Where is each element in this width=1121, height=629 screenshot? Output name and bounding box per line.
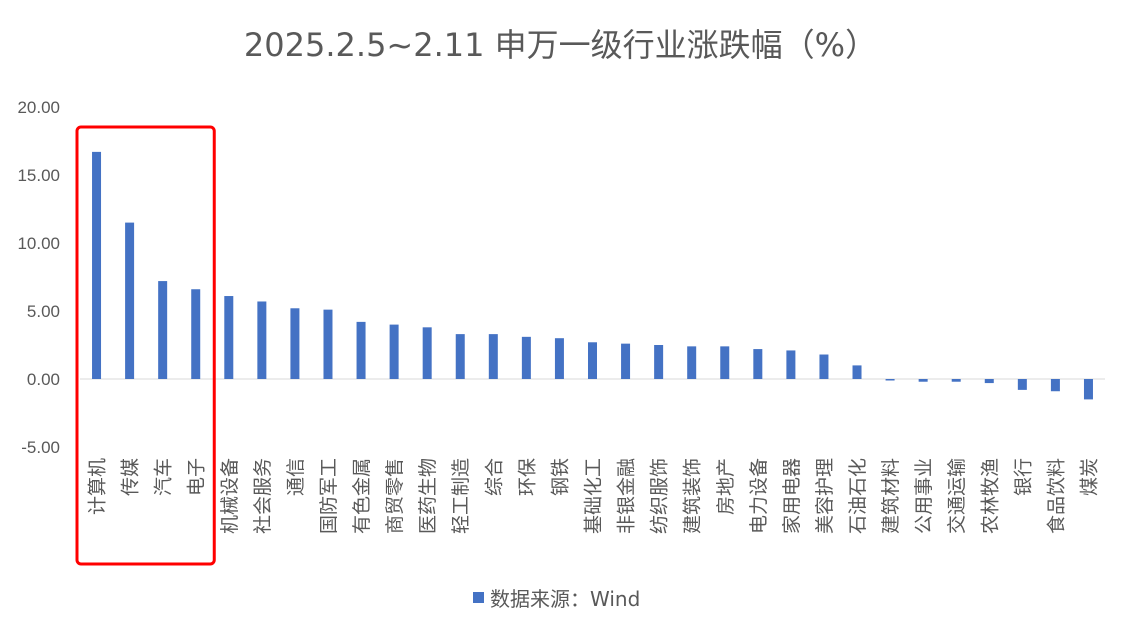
bar [654, 345, 664, 379]
bar [951, 379, 961, 382]
bar [786, 350, 796, 379]
x-tick-label: 商贸零售 [384, 458, 406, 534]
x-tick-label: 钢铁 [549, 458, 571, 496]
x-tick-label: 房地产 [715, 458, 737, 515]
bar [257, 301, 267, 379]
x-tick-label: 建筑材料 [880, 458, 902, 534]
x-tick-label: 美容护理 [814, 458, 836, 534]
bar [125, 222, 135, 379]
x-tick-label: 煤炭 [1078, 458, 1100, 496]
x-tick-label: 非银金融 [616, 458, 638, 534]
x-tick-label: 家用电器 [781, 458, 803, 534]
y-axis: 20.00 15.00 10.00 5.00 0.00 -5.00 [17, 98, 60, 457]
bar [521, 336, 531, 379]
bar [191, 289, 201, 379]
x-tick-label: 综合 [483, 458, 505, 496]
bar [588, 342, 597, 379]
y-tick-label: -5.00 [21, 438, 60, 457]
bar [621, 343, 631, 379]
bar [554, 338, 564, 379]
bar [918, 379, 928, 382]
legend-swatch [473, 592, 484, 603]
bar [1050, 379, 1060, 392]
y-tick-label: 15.00 [17, 166, 60, 185]
x-tick-label: 医药生物 [417, 458, 439, 534]
bar [687, 346, 697, 379]
bar [356, 321, 366, 379]
bar [290, 308, 300, 379]
x-tick-label: 轻工制造 [450, 458, 472, 534]
x-tick-label: 公用事业 [913, 458, 935, 534]
bar [984, 379, 994, 384]
x-tick-label: 基础化工 [583, 458, 605, 534]
x-tick-label: 通信 [285, 458, 307, 496]
y-tick-label: 20.00 [17, 98, 60, 117]
x-tick-label: 农林牧渔 [979, 458, 1001, 534]
legend-label: 数据来源：Wind [490, 587, 641, 611]
x-tick-label: 交通运输 [946, 458, 968, 534]
legend: 数据来源：Wind [473, 583, 640, 612]
chart-title: 2025.2.5~2.11 申万一级行业涨跌幅（%） [243, 26, 878, 64]
highlight-box [75, 125, 216, 566]
y-tick-label: 5.00 [27, 302, 60, 321]
x-tick-label: 纺织服饰 [649, 458, 671, 534]
bar [1083, 379, 1093, 400]
x-tick-label: 传媒 [120, 458, 142, 496]
x-tick-label: 机械设备 [219, 458, 241, 534]
bars-group [92, 151, 1093, 400]
x-tick-label: 环保 [516, 458, 538, 496]
x-tick-label: 电力设备 [748, 458, 770, 534]
bar [422, 327, 432, 379]
y-tick-label: 10.00 [17, 234, 60, 253]
bar [753, 349, 763, 379]
bar [488, 334, 498, 379]
bar [1017, 379, 1027, 390]
x-tick-label: 计算机 [87, 458, 109, 515]
bar [819, 354, 829, 379]
x-tick-label: 国防军工 [318, 458, 340, 534]
bar [92, 151, 102, 379]
bar [720, 346, 730, 379]
x-tick-label: 建筑装饰 [682, 458, 704, 534]
x-tick-label: 银行 [1012, 458, 1034, 496]
bar [323, 309, 333, 379]
bar [885, 379, 895, 381]
x-tick-label: 食品饮料 [1045, 458, 1067, 534]
x-tick-label: 社会服务 [252, 458, 274, 534]
bar [455, 334, 465, 379]
bar [158, 281, 168, 379]
y-tick-label: 0.00 [27, 370, 60, 389]
bar [224, 296, 234, 379]
x-tick-label: 汽车 [153, 458, 175, 496]
x-tick-label: 电子 [186, 458, 208, 496]
x-axis: 计算机 传媒 汽车 电子 机械设备 社会服务 通信 国防军工 有色金属 商贸零售 医药生物 轻工制造综… [87, 458, 1101, 534]
bar [389, 324, 399, 379]
bar [852, 365, 862, 379]
x-tick-label: 有色金属 [351, 458, 373, 534]
x-tick-label: 石油石化 [847, 458, 869, 534]
